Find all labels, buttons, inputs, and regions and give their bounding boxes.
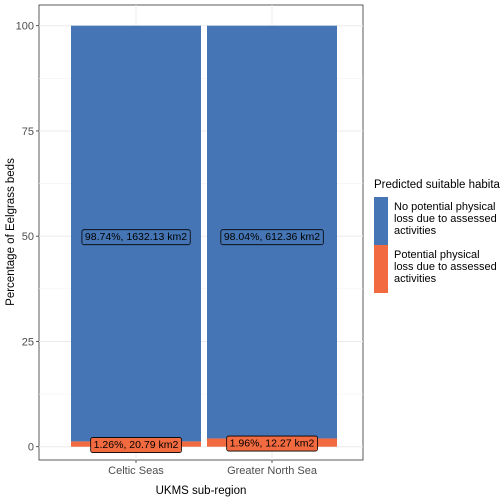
legend-item-loss: Potential physical loss due to assessed … <box>374 245 498 293</box>
data-labels: 1.26%, 20.79 km2 98.74%, 1632.13 km2 1.96%… <box>81 229 324 453</box>
data-label-text: 1.96%, 12.27 km2 <box>230 438 315 450</box>
data-label-text: 98.74%, 1632.13 km2 <box>85 231 187 243</box>
y-tick-label: 50 <box>22 231 34 243</box>
data-label-box <box>226 435 318 452</box>
x-tick-label: Greater North Sea <box>227 465 318 477</box>
data-label-box <box>81 229 191 246</box>
y-tick-label: 100 <box>16 21 34 33</box>
legend-label-no-loss: No potential physical loss due to assess… <box>394 201 497 237</box>
y-axis-ticks: 0 25 50 75 100 <box>16 21 39 454</box>
legend-swatch-no-loss <box>374 197 388 245</box>
data-label-text: 98.04%, 612.36 km2 <box>224 231 320 243</box>
legend-label-loss: Potential physical loss due to assessed … <box>394 249 497 285</box>
y-tick-label: 75 <box>22 126 34 138</box>
data-label-box <box>220 229 324 246</box>
x-tick-label: Celtic Seas <box>108 465 164 477</box>
data-label: 98.74%, 1632.13 km2 <box>81 229 191 246</box>
legend-swatch-loss <box>374 245 388 293</box>
y-axis-title: Percentage of Eelgrass beds <box>5 158 17 306</box>
data-label: 1.96%, 12.27 km2 <box>226 435 318 452</box>
legend-item-no-loss: No potential physical loss due to assess… <box>374 197 498 245</box>
data-label-box <box>90 437 182 453</box>
y-tick-label: 0 <box>28 442 34 454</box>
data-label: 98.04%, 612.36 km2 <box>220 229 324 246</box>
data-label: 1.26%, 20.79 km2 <box>90 437 182 453</box>
x-axis-title: UKMS sub-region <box>156 485 247 497</box>
legend-title: Predicted suitable habitat <box>374 179 500 191</box>
x-axis-ticks: Celtic Seas Greater North Sea <box>108 460 318 477</box>
legend: Predicted suitable habitat No potential … <box>374 179 500 293</box>
y-tick-label: 25 <box>22 336 34 348</box>
data-label-text: 1.26%, 20.79 km2 <box>94 439 179 451</box>
